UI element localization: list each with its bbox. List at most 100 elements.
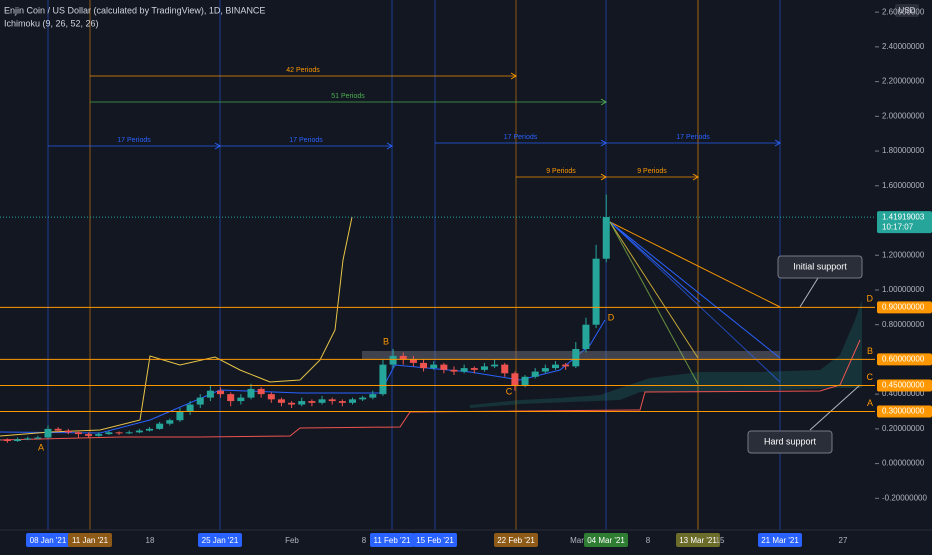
candle-body (24, 438, 32, 440)
candle-body (288, 402, 296, 405)
candle-body (64, 430, 72, 433)
countdown: 10:17:07 (882, 222, 914, 231)
candle-body (541, 368, 549, 372)
candle-body (480, 366, 488, 370)
candle-body (227, 394, 235, 402)
period-label: 17 Periods (117, 137, 151, 144)
time-label: 11 Jan '21 (72, 536, 109, 545)
candle-body (511, 373, 519, 386)
period-arrow (386, 142, 393, 150)
candle-body (257, 388, 265, 395)
period-label: 42 Periods (286, 67, 320, 74)
time-label: 21 Mar '21 (761, 536, 799, 545)
level-label: 0.30000000 (882, 407, 925, 416)
candle-body (430, 364, 438, 369)
price-badge (877, 211, 932, 234)
candle-body (0, 439, 1, 441)
level-badge (877, 379, 932, 392)
candle-body (34, 437, 42, 439)
time-label: 18 (146, 536, 155, 545)
candle-body (409, 359, 417, 363)
candle-body (531, 371, 539, 377)
candle-body (237, 397, 245, 402)
candle-body (85, 434, 93, 436)
candle-body (602, 217, 610, 259)
time-label: 8 (646, 536, 651, 545)
candle-body (54, 428, 62, 431)
time-label: 25 Jan '21 (202, 536, 239, 545)
time-label: 15 Feb '21 (416, 536, 454, 545)
ichimoku-lagging (0, 216, 353, 437)
time-badge (494, 533, 538, 547)
candle-body (369, 394, 377, 398)
price-tick-label: 2.60000000 (882, 7, 925, 16)
price-tick-label: 1.00000000 (882, 285, 925, 294)
time-label: 04 Mar '21 (587, 536, 625, 545)
arrow (609, 221, 781, 383)
period-arrow (510, 72, 517, 80)
level-badge (877, 353, 932, 366)
level-letter: A (867, 398, 873, 408)
price-tick-label: 1.60000000 (882, 181, 925, 190)
candle-body (521, 376, 529, 386)
candle-body (166, 420, 174, 424)
time-badge (68, 533, 112, 547)
candle-body (3, 439, 11, 442)
period-label: 17 Periods (676, 134, 710, 141)
candle-body (501, 364, 509, 374)
time-badge (370, 533, 414, 547)
candle-body (318, 399, 326, 403)
candle-body (359, 397, 367, 400)
callout-pointer (809, 384, 861, 431)
candle-body (156, 423, 164, 429)
period-label: 17 Periods (504, 134, 538, 141)
last-price: 1.41919003 (882, 212, 925, 221)
time-label: Feb (285, 536, 299, 545)
candle-body (308, 401, 316, 403)
period-arrow (774, 139, 781, 147)
callout-box (747, 430, 833, 454)
price-tick-label: 0.40000000 (882, 389, 925, 398)
price-tick-label: -0.20000000 (882, 493, 927, 502)
price-tick-label: 2.00000000 (882, 111, 925, 120)
candle-body (379, 364, 387, 395)
price-axis (875, 0, 932, 530)
time-label: 15 (716, 536, 725, 545)
candle-body (349, 399, 356, 403)
arrow (609, 221, 781, 308)
candle-body (592, 258, 600, 325)
time-badge (758, 533, 802, 547)
candle-body (420, 362, 428, 369)
indicator-title: Ichimoku (9, 26, 52, 26) (4, 18, 99, 28)
candle-body (146, 428, 153, 431)
candle-body (389, 355, 397, 365)
candle-body (206, 390, 214, 398)
period-arrow (600, 98, 607, 106)
candle-body (338, 401, 346, 403)
level-label: 0.90000000 (882, 302, 925, 311)
drawings (0, 0, 932, 531)
period-label: 17 Periods (289, 137, 323, 144)
candle-body (95, 434, 103, 436)
time-label: 22 Feb '21 (497, 536, 535, 545)
level-badge (877, 405, 932, 418)
point-letter: C (506, 386, 513, 396)
time-label: 27 (839, 536, 848, 545)
candle-body (450, 369, 458, 372)
candle-body (491, 364, 499, 367)
candle-body (125, 432, 133, 434)
candle-body (267, 394, 275, 400)
time-label: 8 (362, 536, 367, 545)
level-letter: C (867, 372, 874, 382)
candle-body (115, 432, 123, 434)
arrow (609, 221, 701, 303)
price-tick-label: 0.80000000 (882, 320, 925, 329)
arrow (609, 221, 699, 359)
symbol-title: Enjin Coin / US Dollar (calculated by Tr… (4, 5, 265, 15)
candle-body (217, 390, 225, 395)
candle-body (582, 324, 590, 349)
candle-body (470, 368, 478, 370)
callout-text: Initial support (793, 261, 847, 271)
point-letter: B (383, 336, 389, 346)
